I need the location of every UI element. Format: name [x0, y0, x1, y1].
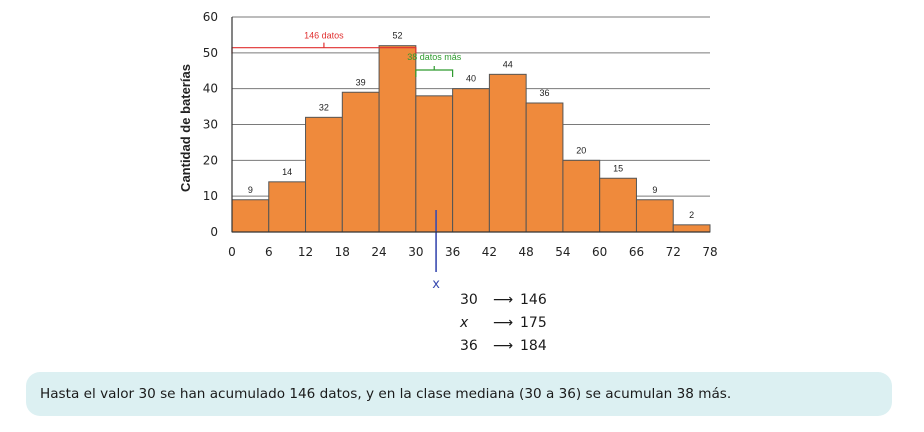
data-label: 15	[613, 163, 623, 173]
explanation-note: Hasta el valor 30 se han acumulado 146 d…	[26, 372, 892, 416]
y-tick-label: 60	[203, 10, 218, 24]
bar	[341, 91, 380, 233]
interpolation-left: x	[460, 315, 469, 331]
data-label: 36	[540, 88, 550, 98]
bars: 9 14 32 39 52 40 44 36 20 15 9 2	[231, 31, 711, 233]
y-tick-label: 40	[203, 82, 218, 96]
interpolation-left: 30	[460, 292, 478, 308]
x-tick-label: 30	[408, 245, 423, 259]
data-label: 44	[503, 59, 513, 69]
x-tick-label: 12	[298, 245, 313, 259]
bar	[231, 199, 270, 233]
x-tick-label: 60	[592, 245, 607, 259]
data-label: 14	[282, 167, 292, 177]
interpolation-right: 175	[520, 315, 547, 331]
arrow-icon: ⟶	[492, 292, 514, 308]
x-tick-label: 66	[629, 245, 644, 259]
arrow-icon: ⟶	[492, 315, 514, 331]
axes: 0 10 20 30 40 50 60 0 6 12 18 24 30 36 42 48 54 60 66 72 78	[203, 10, 718, 259]
data-label: 40	[466, 74, 476, 84]
x-tick-label: 54	[555, 245, 570, 259]
interpolation-right: 184	[520, 338, 547, 354]
y-tick-label: 0	[210, 225, 218, 239]
bar	[672, 224, 711, 233]
bar	[599, 177, 637, 233]
x-tick-label: 78	[702, 245, 717, 259]
median-marker-label: x	[432, 277, 440, 290]
x-tick-label: 48	[519, 245, 534, 259]
interpolation-row: 36 ⟶ 184	[460, 335, 547, 357]
y-tick-label: 50	[203, 46, 218, 60]
x-tick-label: 42	[482, 245, 497, 259]
y-tick-label: 10	[203, 189, 218, 203]
interpolation-left: 36	[460, 338, 478, 354]
data-label: 9	[652, 185, 657, 195]
interpolation-row: 30 ⟶ 146	[460, 289, 547, 311]
green-bracket	[415, 66, 454, 77]
bar	[488, 73, 527, 233]
bar	[562, 159, 601, 233]
y-axis-label: Cantidad de baterías	[178, 64, 193, 192]
bar	[268, 181, 307, 233]
bar	[525, 102, 564, 233]
bar	[635, 199, 674, 233]
green-bracket-label: 38 datos más	[407, 52, 462, 62]
x-tick-label: 6	[265, 245, 273, 259]
interpolation-row: x ⟶ 175	[460, 312, 547, 334]
x-tick-label: 0	[228, 245, 236, 259]
data-label: 20	[576, 145, 586, 155]
data-label: 52	[392, 31, 402, 41]
bar	[378, 45, 417, 233]
x-tick-label: 72	[666, 245, 681, 259]
data-label: 2	[689, 210, 694, 220]
red-bracket-label: 146 datos	[304, 31, 344, 41]
x-tick-label: 18	[335, 245, 350, 259]
x-tick-label: 24	[371, 245, 386, 259]
x-tick-label: 36	[445, 245, 460, 259]
data-label: 32	[319, 102, 329, 112]
bar	[452, 88, 490, 233]
y-tick-label: 30	[203, 118, 218, 132]
arrow-icon: ⟶	[492, 338, 514, 354]
interpolation-right: 146	[520, 292, 547, 308]
bar	[415, 95, 454, 233]
histogram-chart: 9 14 32 39 52 40 44 36 20 15 9 2 146 datos 38 datos …	[178, 10, 718, 290]
data-label: 9	[248, 185, 253, 195]
data-label: 39	[356, 77, 366, 87]
y-tick-label: 20	[203, 153, 218, 167]
bar	[305, 116, 343, 233]
